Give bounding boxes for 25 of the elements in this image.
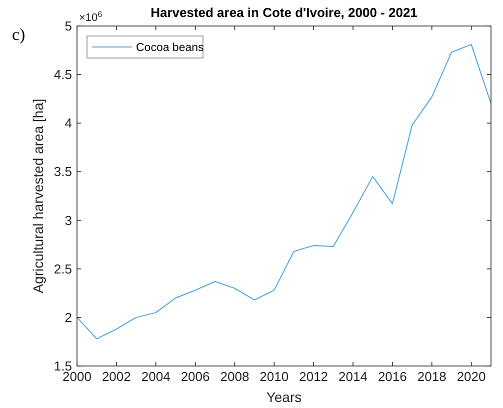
y-tick-label: 5 <box>64 18 72 34</box>
chart-title: Harvested area in Cote d'Ivoire, 2000 - 2021 <box>150 5 418 20</box>
text: ×10$^{6}$ <box>79 10 103 24</box>
x-tick-label: 2014 <box>338 369 368 384</box>
x-tick-label: 2018 <box>417 369 446 384</box>
y-tick-label: 3.5 <box>54 164 72 180</box>
x-tick-label: 2006 <box>180 369 210 384</box>
line-series <box>76 44 492 340</box>
x-tick-label: 2010 <box>260 369 289 384</box>
y-tick-label: 4 <box>64 116 72 131</box>
legend-label: Cocoa beans <box>136 42 204 54</box>
text: c) <box>12 25 26 44</box>
x-axis-title: Years <box>266 389 302 405</box>
y-tick-label: 2.5 <box>54 261 72 276</box>
legend: Cocoa beans <box>86 36 204 58</box>
x-tick-label: 2004 <box>141 369 170 384</box>
x-tick-label: 2002 <box>102 369 131 384</box>
y-tick-label: 3 <box>64 212 72 228</box>
x-tick-label: 2008 <box>220 369 250 384</box>
x-tick-label: 2012 <box>299 369 328 384</box>
y-tick-label: 4.5 <box>54 67 72 82</box>
x-tick-label: 2016 <box>378 369 407 384</box>
y-axis-title: Agricultural harvested area [ha] <box>30 98 46 294</box>
x-tick-label: 2020 <box>456 369 486 384</box>
y-tick-label: 2 <box>64 310 72 325</box>
